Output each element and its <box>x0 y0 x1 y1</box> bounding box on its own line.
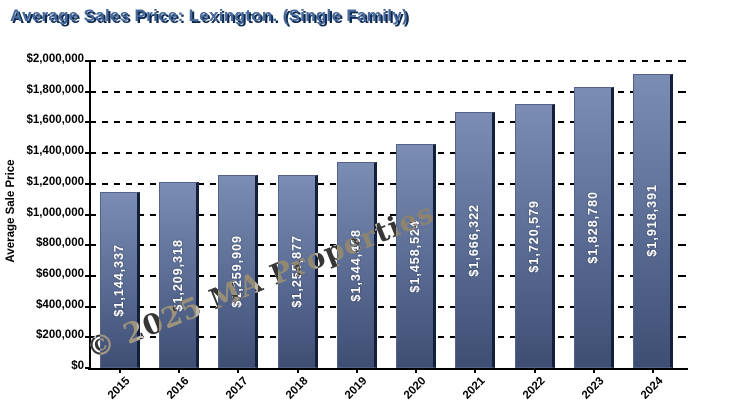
x-axis-tick <box>593 369 596 373</box>
bar-2016: $1,209,318 <box>158 182 199 368</box>
y-axis-tick-label: $1,600,000 <box>26 114 84 127</box>
x-axis-tick <box>355 369 358 373</box>
bar-2020: $1,458,524 <box>396 144 437 368</box>
y-axis-tick-label: $2,000,000 <box>26 53 84 65</box>
bar-2022: $1,720,579 <box>514 103 555 368</box>
x-axis-tick <box>533 369 536 373</box>
bar-2023: $1,828,780 <box>574 87 615 368</box>
y-axis-tick-label: $400,000 <box>36 298 84 311</box>
x-axis-tick-label: 2016 <box>164 375 192 402</box>
y-axis-tick <box>85 367 90 369</box>
gridline-right-tick <box>679 305 686 308</box>
gridline <box>90 336 683 339</box>
bar-2019: $1,344,488 <box>336 161 377 368</box>
bar-2015: $1,144,337 <box>99 192 140 368</box>
bar-value-label: $1,720,579 <box>526 199 541 273</box>
y-axis-tick <box>85 213 90 216</box>
y-axis-tick-label: $1,000,000 <box>26 206 84 219</box>
bar-2021: $1,666,322 <box>455 112 496 368</box>
x-axis-tick <box>118 369 121 373</box>
x-axis-tick-label: 2015 <box>105 375 133 402</box>
x-axis-tick-label: 2021 <box>461 375 488 402</box>
x-axis-tick-label: 2022 <box>520 375 548 402</box>
y-axis-tick-label: $1,400,000 <box>26 145 84 158</box>
x-axis-tick-label: 2017 <box>224 375 251 402</box>
gridline <box>90 182 683 185</box>
bar-value-label: $1,144,337 <box>111 243 126 317</box>
gridline-right-tick <box>679 244 686 247</box>
bar-value-label: $1,828,780 <box>586 191 601 264</box>
gridline-right-tick <box>679 336 686 339</box>
y-axis-tick <box>85 244 90 247</box>
gridline-right-tick <box>679 152 686 155</box>
gridline-right-tick <box>679 274 686 277</box>
gridline <box>90 244 683 247</box>
y-axis-tick <box>85 305 90 308</box>
x-axis-tick-label: 2018 <box>283 375 311 402</box>
x-axis-line <box>88 368 688 370</box>
gridline-right-tick <box>679 182 686 185</box>
x-axis-tick-label: 2019 <box>342 375 370 402</box>
y-axis-tick-label: $600,000 <box>36 267 84 280</box>
gridline <box>90 121 683 124</box>
y-axis-tick-label: $0 <box>71 360 84 372</box>
bar-value-label: $1,918,391 <box>645 184 660 258</box>
bar-value-label: $1,255,877 <box>289 235 304 308</box>
bar-value-label: $1,458,524 <box>408 219 423 293</box>
bar-2018: $1,255,877 <box>277 175 318 368</box>
bar-value-label: $1,344,488 <box>348 228 363 302</box>
y-axis-tick <box>85 182 90 185</box>
y-axis-tick <box>85 121 90 124</box>
gridline <box>90 305 683 308</box>
x-axis-tick-label: 2023 <box>579 375 607 402</box>
gridline <box>90 152 683 155</box>
x-axis-tick-label: 2020 <box>402 375 429 402</box>
chart-title: Average Sales Price: Lexington. (Single … <box>10 6 408 25</box>
y-axis-tick-label: $1,800,000 <box>26 83 84 96</box>
y-axis-tick <box>85 152 90 155</box>
gridline <box>90 213 683 216</box>
bar-value-label: $1,209,318 <box>170 238 185 312</box>
gridline-right-tick <box>679 121 686 124</box>
x-axis-tick <box>652 369 655 373</box>
y-axis-tick <box>85 274 90 277</box>
gridline <box>90 90 683 93</box>
x-axis-tick <box>296 369 299 373</box>
y-axis-tick-label: $1,200,000 <box>26 175 84 188</box>
bar-2017: $1,259,909 <box>218 174 259 368</box>
x-axis-tick <box>177 369 180 373</box>
gridline <box>90 274 683 277</box>
y-axis-tick <box>85 336 90 339</box>
bar-2024: $1,918,391 <box>633 73 674 368</box>
y-axis-tick-label: $800,000 <box>36 237 84 250</box>
y-axis-tick <box>85 60 90 62</box>
gridline-right-tick <box>679 90 686 93</box>
x-axis-tick <box>237 369 240 373</box>
x-axis-tick-label: 2024 <box>639 375 666 402</box>
x-axis-tick <box>474 369 477 373</box>
y-axis-tick <box>85 90 90 93</box>
bar-value-label: $1,666,322 <box>467 203 482 277</box>
gridline-right-tick <box>679 213 686 216</box>
gridline-right-tick <box>679 60 686 62</box>
bar-value-label: $1,259,909 <box>230 235 245 308</box>
x-axis-tick <box>415 369 418 373</box>
gridline <box>90 60 683 62</box>
y-axis-tick-label: $200,000 <box>36 329 84 342</box>
